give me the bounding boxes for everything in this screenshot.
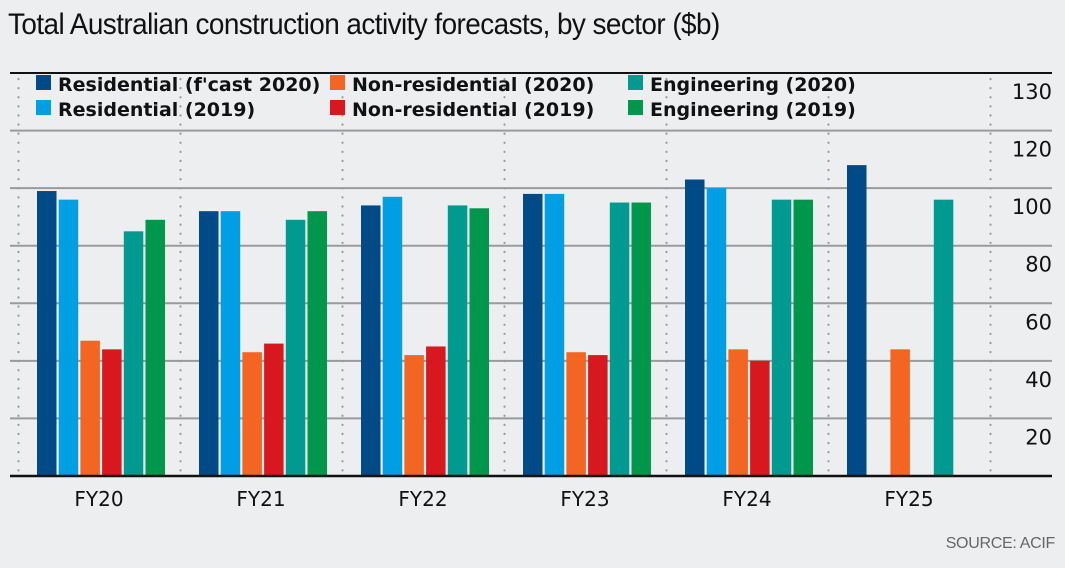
- bar: [361, 205, 381, 476]
- legend-label: Engineering (2020): [650, 74, 856, 96]
- bar: [706, 188, 727, 476]
- bar: [793, 199, 813, 476]
- x-category-label: FY23: [560, 487, 609, 511]
- x-category-label: FY21: [236, 487, 285, 511]
- legend-swatch: [628, 75, 643, 90]
- bar: [426, 346, 446, 476]
- legend-label: Residential (2019): [58, 99, 255, 121]
- bar: [847, 165, 867, 476]
- bar: [102, 349, 122, 476]
- y-tick-label: 120: [1012, 138, 1052, 162]
- bar: [685, 179, 705, 476]
- bar: [404, 355, 424, 476]
- bar: [285, 219, 306, 477]
- chart-title: Total Australian construction activity f…: [8, 8, 720, 41]
- bar: [382, 196, 403, 476]
- bar: [771, 199, 792, 476]
- legend-swatch: [628, 100, 643, 115]
- bar: [242, 352, 262, 476]
- bar: [566, 352, 586, 476]
- bar: [469, 208, 489, 477]
- bar: [750, 360, 770, 476]
- x-category-label: FY22: [398, 487, 447, 511]
- x-category-label: FY24: [722, 487, 771, 511]
- legend-swatch: [36, 75, 51, 90]
- y-tick-label: 60: [1025, 310, 1052, 334]
- legend-swatch: [330, 75, 345, 90]
- bar: [123, 231, 144, 476]
- bar: [37, 191, 57, 476]
- bar: [588, 355, 608, 476]
- legend-label: Engineering (2019): [650, 99, 856, 121]
- legend-swatch: [36, 100, 51, 115]
- bar: [631, 202, 651, 477]
- bar: [220, 211, 241, 476]
- y-tick-label: 40: [1025, 368, 1052, 392]
- y-tick-label: 100: [1012, 195, 1052, 219]
- bar: [728, 349, 748, 476]
- source-note: SOURCE: ACIF: [945, 535, 1056, 552]
- bar: [58, 199, 79, 476]
- bar: [544, 193, 565, 476]
- bar: [447, 205, 468, 476]
- legend-label: Non-residential (2019): [352, 99, 594, 121]
- y-tick-label: 20: [1025, 425, 1052, 449]
- bar: [307, 211, 327, 476]
- bar: [523, 193, 543, 476]
- y-tick-label: 80: [1025, 253, 1052, 277]
- bar: [890, 349, 910, 476]
- bar: [199, 211, 219, 476]
- bar: [264, 343, 284, 476]
- bar: [609, 202, 630, 477]
- bar: [80, 340, 100, 476]
- x-category-label: FY20: [74, 487, 123, 511]
- bar: [145, 219, 165, 477]
- x-category-label: FY25: [884, 487, 933, 511]
- bar: [933, 199, 954, 476]
- legend-label: Non-residential (2020): [352, 74, 594, 96]
- legend-swatch: [330, 100, 345, 115]
- y-tick-label: 130: [1012, 80, 1052, 104]
- legend-label: Residential (f'cast 2020): [58, 74, 320, 96]
